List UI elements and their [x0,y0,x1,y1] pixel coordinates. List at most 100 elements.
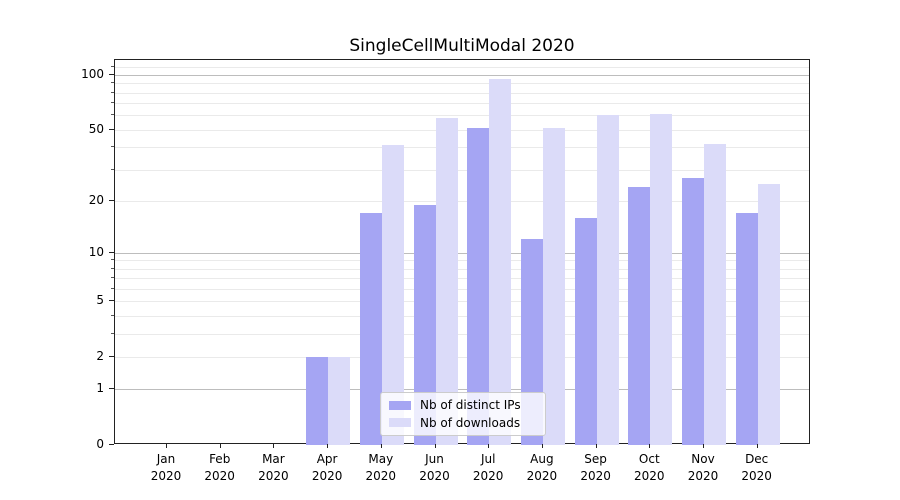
bar-distinct-ips-dec [735,213,758,445]
bar-downloads-apr [328,356,351,445]
y-minor-tick-mark [111,91,114,93]
gridline-minor [115,260,809,262]
x-tick-mark [649,444,651,448]
bar-downloads-jul [489,79,512,445]
y-minor-tick-mark [111,66,114,68]
x-tick-mark [219,444,221,448]
bar-downloads-jun [435,118,458,445]
bar-distinct-ips-may [359,213,382,445]
gridline-minor [115,278,809,280]
y-tick-label: 5 [96,293,104,308]
gridline-major [115,252,809,254]
x-tick-label: Feb 2020 [204,452,235,483]
legend-swatch-downloads-icon [389,418,411,428]
y-minor-tick-mark [111,267,114,269]
gridline-minor [115,103,809,105]
y-tick-label: 0 [96,437,104,451]
y-tick-mark [109,199,114,201]
y-tick-label: 20 [88,192,104,207]
gridline-minor [115,268,809,270]
x-tick-label: Sep 2020 [580,452,611,483]
y-minor-tick-mark [111,168,114,170]
chart-title: SingleCellMultiModal 2020 [349,36,575,56]
x-tick-mark [756,444,758,448]
x-tick-mark [273,444,275,448]
gridline-minor [115,356,809,358]
gridline-minor [115,129,809,131]
gridline-minor [115,316,809,317]
gridline-major [115,75,809,76]
bar-distinct-ips-sep [574,217,597,445]
y-minor-tick-mark [111,288,114,289]
gridline-minor [115,147,809,149]
bar-downloads-nov [704,143,726,445]
legend-swatch-distinct-ips-icon [389,400,411,410]
x-tick-label: Aug 2020 [526,452,558,483]
x-tick-mark [488,444,490,448]
y-tick-label: 50 [88,121,104,136]
bar-downloads-may [381,145,404,445]
y-minor-tick-mark [111,102,114,104]
y-minor-tick-mark [111,259,114,261]
y-tick-mark [109,388,114,390]
gridline-major [115,389,809,391]
gridline-minor [115,92,809,94]
x-tick-mark [327,444,329,448]
y-tick-mark [109,355,114,357]
gridline-minor [115,301,809,303]
x-tick-mark [434,444,436,448]
y-tick-label: 2 [96,348,104,363]
y-tick-mark [109,128,114,130]
y-minor-tick-mark [111,315,114,316]
gridline-minor [115,200,809,202]
gridline-minor [115,289,809,290]
x-tick-mark [380,444,382,448]
bar-downloads-sep [596,115,619,445]
y-tick-mark [109,74,114,75]
gridline-minor [115,83,809,85]
plot-area [114,59,810,445]
y-minor-tick-mark [111,114,114,116]
y-tick-mark [109,251,114,253]
y-tick-label: 10 [88,244,104,259]
bar-distinct-ips-nov [682,177,704,445]
bar-distinct-ips-jun [413,204,436,445]
x-tick-label: Nov 2020 [687,452,719,483]
x-tick-label: Mar 2020 [258,452,289,483]
x-tick-label: Oct 2020 [634,452,665,483]
x-tick-label: Jun 2020 [419,452,450,483]
y-minor-tick-mark [111,277,114,279]
bar-downloads-dec [757,183,780,445]
x-tick-mark [595,444,597,448]
y-tick-label: 100 [81,67,104,81]
gridline-minor [115,115,809,117]
y-minor-tick-mark [111,146,114,148]
legend-item-distinct-ips: Nb of distinct IPs [389,398,537,412]
y-minor-tick-mark [111,332,114,334]
bar-distinct-ips-apr [306,356,329,445]
bar-distinct-ips-jul [467,128,490,445]
x-tick-label: Dec 2020 [741,452,772,483]
legend-label-downloads: Nb of downloads [420,415,521,430]
x-tick-mark [166,444,167,448]
y-tick-mark [109,444,114,445]
x-tick-mark [541,444,543,448]
y-tick-label: 1 [96,381,104,396]
bar-distinct-ips-oct [628,186,651,445]
bar-downloads-aug [542,128,565,445]
x-tick-label: Apr 2020 [311,452,343,483]
legend: Nb of distinct IPs Nb of downloads [380,392,546,436]
y-tick-mark [109,300,114,302]
legend-label-distinct-ips: Nb of distinct IPs [420,398,521,413]
x-tick-label: Jan 2020 [150,452,182,483]
gridline-minor [115,67,809,69]
x-tick-label: May 2020 [365,452,397,483]
x-tick-label: Jul 2020 [472,452,504,483]
gridline-minor [115,333,809,335]
x-tick-mark [703,444,704,448]
legend-item-downloads: Nb of downloads [389,416,537,430]
y-minor-tick-mark [111,82,114,84]
bar-downloads-oct [650,114,673,445]
gridline-minor [115,169,809,171]
